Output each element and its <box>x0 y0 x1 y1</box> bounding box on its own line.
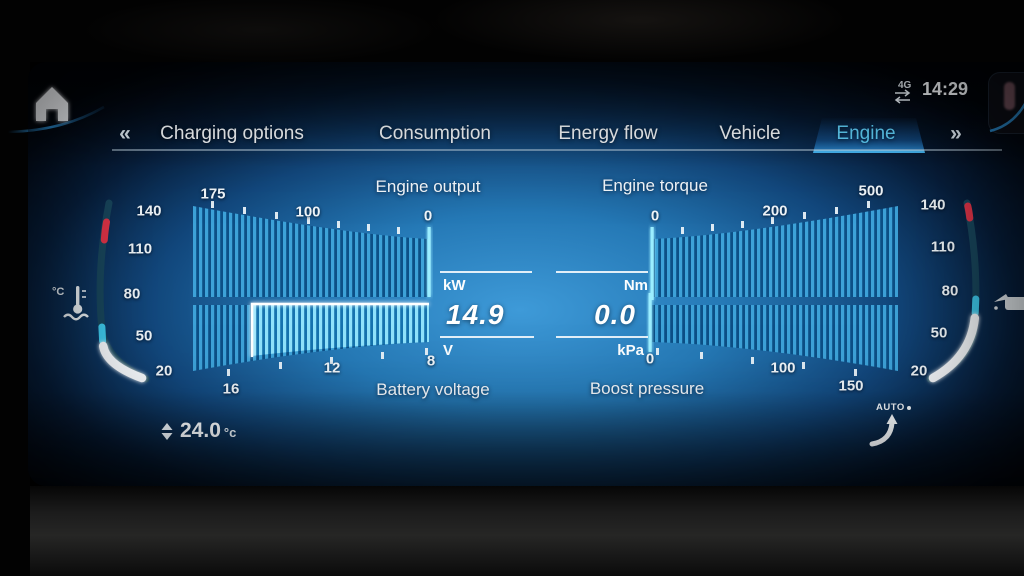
output-tick-0: 0 <box>423 207 433 225</box>
battery-tick-8: 8 <box>426 352 436 370</box>
battery-unit-label: V <box>443 342 454 359</box>
boost-pressure-gauge <box>648 293 898 376</box>
boost-unit-label: kPa <box>617 342 644 359</box>
coolant-tick-140: 140 <box>136 202 162 220</box>
selected-tab-background <box>813 118 925 153</box>
climate-temperature-control[interactable]: 24.0 °c <box>180 419 236 443</box>
network-badge: 4G <box>898 80 912 91</box>
output-tick-175: 175 <box>200 185 226 203</box>
oil-tick-50: 50 <box>930 324 948 342</box>
battery-voltage-needle <box>250 302 429 357</box>
engine-output-title: Engine output <box>375 177 481 196</box>
climate-temperature-value: 24.0 <box>180 419 221 442</box>
tab-consumption[interactable]: Consumption <box>379 123 491 144</box>
climate-auto-label: AUTO <box>876 402 905 413</box>
bezel-bottom <box>0 486 1024 576</box>
readout-lines <box>440 271 648 338</box>
boost-tick-0: 0 <box>645 350 655 368</box>
torque-tick-0: 0 <box>650 207 660 225</box>
engine-output-gauge <box>193 201 431 297</box>
torque-tick-500: 500 <box>858 182 884 200</box>
torque-tick-200: 200 <box>762 202 788 220</box>
coolant-tick-50: 50 <box>135 327 153 345</box>
coolant-tick-20: 20 <box>155 362 173 380</box>
boost-tick-100: 100 <box>770 359 796 377</box>
top-right-accent-arc <box>989 102 1024 133</box>
tab-engine[interactable]: Engine <box>836 123 896 144</box>
coolant-tick-110: 110 <box>127 240 153 258</box>
engine-torque-needle <box>650 227 654 300</box>
tab-charging-options[interactable]: Charging options <box>160 123 304 144</box>
battery-voltage-gauge <box>193 302 429 376</box>
clock: 14:29 <box>922 79 969 99</box>
nav-prev-arrow[interactable]: « <box>119 122 131 145</box>
engine-torque-title: Engine torque <box>602 176 708 195</box>
battery-tick-12: 12 <box>323 359 341 377</box>
climate-temperature-unit: °c <box>223 425 237 440</box>
tab-energy-flow[interactable]: Energy flow <box>558 123 658 144</box>
oil-tick-140: 140 <box>920 196 946 214</box>
boost-tick-150: 150 <box>838 377 864 395</box>
home-accent-arc <box>7 105 105 134</box>
output-unit-label: kW <box>443 277 466 294</box>
coolant-unit-label: °C <box>52 286 65 298</box>
battery-voltage-value: 14.9 <box>446 299 505 330</box>
battery-voltage-title: Battery voltage <box>376 380 490 399</box>
oil-tick-110: 110 <box>930 238 956 256</box>
oil-temperature-gauge <box>926 199 980 383</box>
top-right-widget-glyph <box>1004 82 1015 110</box>
coolant-temperature-gauge <box>96 199 150 383</box>
engine-torque-gauge <box>650 201 898 300</box>
battery-tick-16: 16 <box>222 380 240 398</box>
output-tick-100: 100 <box>295 203 321 221</box>
boost-pressure-needle <box>648 293 652 352</box>
boost-pressure-title: Boost pressure <box>589 379 705 398</box>
oil-needle-mark <box>971 295 980 317</box>
coolant-temperature-icon <box>63 286 89 321</box>
nav-next-arrow[interactable]: » <box>950 122 962 145</box>
tab-vehicle[interactable]: Vehicle <box>719 123 781 144</box>
engine-output-needle <box>427 227 431 297</box>
oil-tick-80: 80 <box>941 282 959 300</box>
boost-pressure-value: 0.0 <box>594 299 636 330</box>
coolant-needle-mark <box>98 323 107 345</box>
coolant-tick-80: 80 <box>123 285 141 303</box>
auto-climate-icon <box>869 406 911 447</box>
oil-tick-20: 20 <box>910 362 928 380</box>
bezel-left <box>0 0 30 576</box>
bezel-top <box>0 0 1024 62</box>
oil-temperature-icon <box>994 294 1024 310</box>
nav-underline <box>112 149 1002 151</box>
network-arrows-icon <box>894 89 911 104</box>
torque-unit-label: Nm <box>623 277 648 294</box>
temperature-stepper-icon[interactable] <box>161 423 173 440</box>
home-icon[interactable] <box>36 87 68 121</box>
